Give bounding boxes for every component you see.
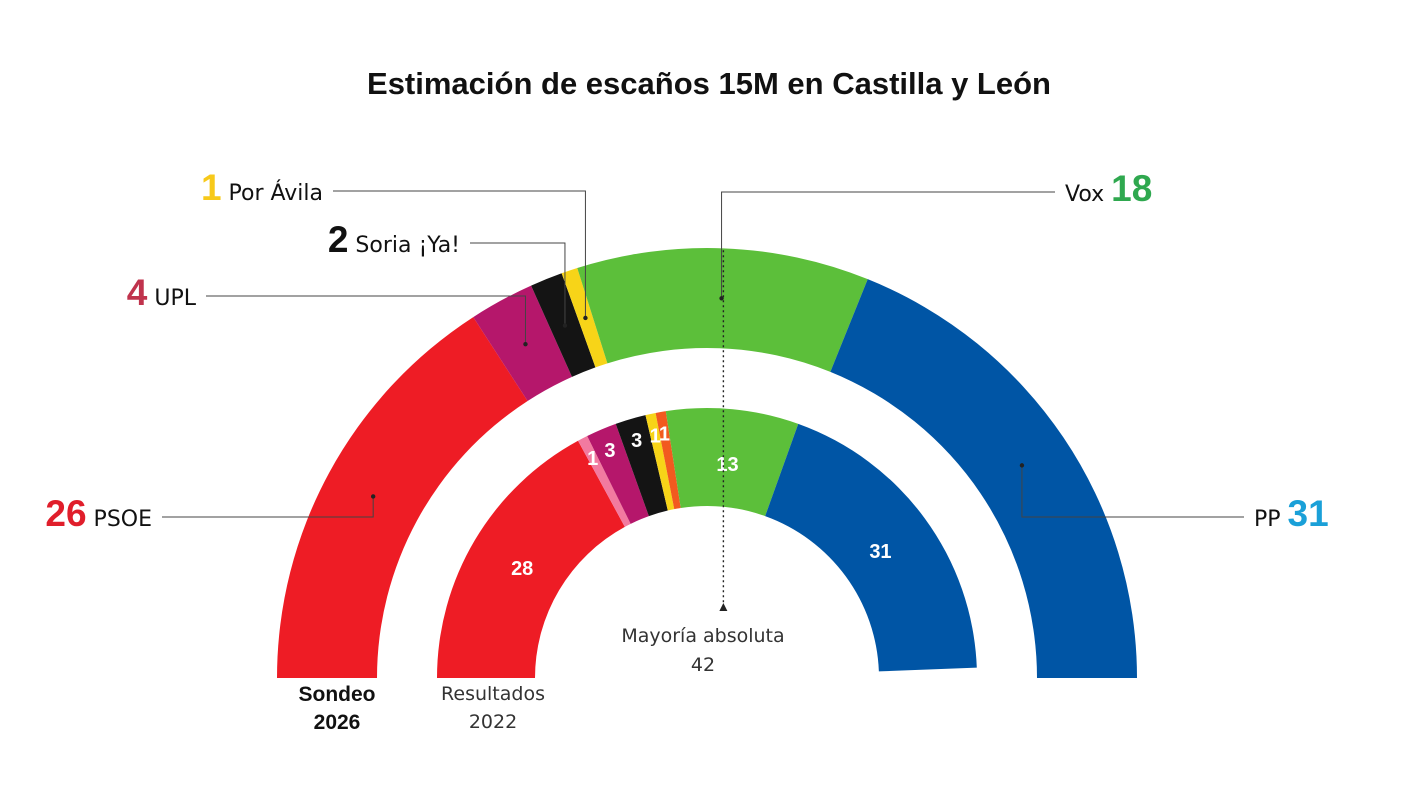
majority-label: Mayoría absoluta [621,625,784,647]
inner-label-vox: 13 [716,454,738,476]
inner-segment-por-avila [645,412,675,511]
leader-dot-psoe [370,494,376,499]
leader-dot-por-avila [583,315,588,321]
leader-line-pp [1021,465,1244,518]
inner-ring-caption-line1: Resultados [441,683,545,705]
inner-label-upl: 3 [604,440,615,462]
inner-label-podemos: 1 [587,448,598,470]
outer-segment-psoe [277,317,528,678]
callout-upl: 4 UPL [127,272,528,347]
majority-marker: Mayoría absoluta 42 [621,250,785,676]
outer-ring-caption-line2: 2026 [314,711,361,734]
inner-label-cs: 1 [659,424,670,446]
callout-name-vox: Vox [1065,182,1104,207]
inner-segment-podemos [578,436,631,527]
inner-ring-resultados-2022 [437,407,977,678]
outer-segment-vox [577,247,868,372]
callout-pp: PP 31 [1019,463,1329,534]
outer-segment-pp [830,279,1137,678]
leader-dot-vox [719,296,724,301]
callout-label-psoe: 26 PSOE [45,493,152,534]
leader-line-vox [721,191,1055,299]
callout-por-avila: 1 Por Ávila [201,167,588,321]
majority-arrow [719,603,728,611]
ring-captions: Sondeo 2026 Resultados 2022 [299,683,545,734]
inner-ring-caption-line2: 2022 [469,711,517,733]
callout-label-upl: 4 UPL [127,272,197,313]
inner-segment-soria-ya [615,415,668,517]
inner-segment-upl [587,423,649,524]
callout-seats-por-avila: 1 [201,167,222,208]
inner-segment-psoe [437,440,625,678]
callout-label-soria-ya: 2 Soria ¡Ya! [328,219,460,260]
callout-seats-vox: 18 [1111,168,1152,209]
callout-label-vox: Vox 18 [1065,168,1152,209]
leader-dot-soria-ya [562,323,568,328]
callout-name-pp: PP [1254,507,1281,532]
callout-name-por-avila: Por Ávila [229,180,323,206]
callout-seats-psoe: 26 [45,493,86,534]
callout-label-pp: PP 31 [1254,493,1329,534]
callout-name-psoe: PSOE [94,507,152,532]
outer-segment-upl [473,285,573,402]
inner-label-por-avila: 1 [650,425,661,447]
callout-name-upl: UPL [154,286,196,311]
leader-dot-upl [523,341,528,347]
outer-ring-caption-line1: Sondeo [299,683,376,706]
leader-line-psoe [162,496,374,518]
callout-soria-ya: 2 Soria ¡Ya! [328,219,568,328]
inner-segment-cs [655,411,681,510]
callout-seats-upl: 4 [127,272,148,313]
outer-ring-sondeo-2026 [277,247,1137,678]
leader-dot-pp [1019,463,1025,468]
chart-title: Estimación de escaños 15M en Castilla y … [367,66,1051,101]
callout-psoe: 26 PSOE [45,493,376,534]
callout-vox: Vox 18 [719,168,1152,301]
callout-seats-pp: 31 [1288,493,1329,534]
callout-seats-soria-ya: 2 [328,219,349,260]
callout-name-soria-ya: Soria ¡Ya! [355,233,460,258]
inner-segment-vox [665,407,799,517]
inner-label-pp: 31 [869,541,891,563]
majority-value: 42 [691,654,715,676]
inner-segment-pp [765,423,977,672]
leader-line-upl [206,295,526,345]
inner-label-psoe: 28 [511,558,533,580]
leader-line-soria-ya [470,242,566,326]
inner-label-soria-ya: 3 [631,430,642,452]
leader-line-por-avila [333,190,586,318]
callout-label-por-avila: 1 Por Ávila [201,167,323,208]
